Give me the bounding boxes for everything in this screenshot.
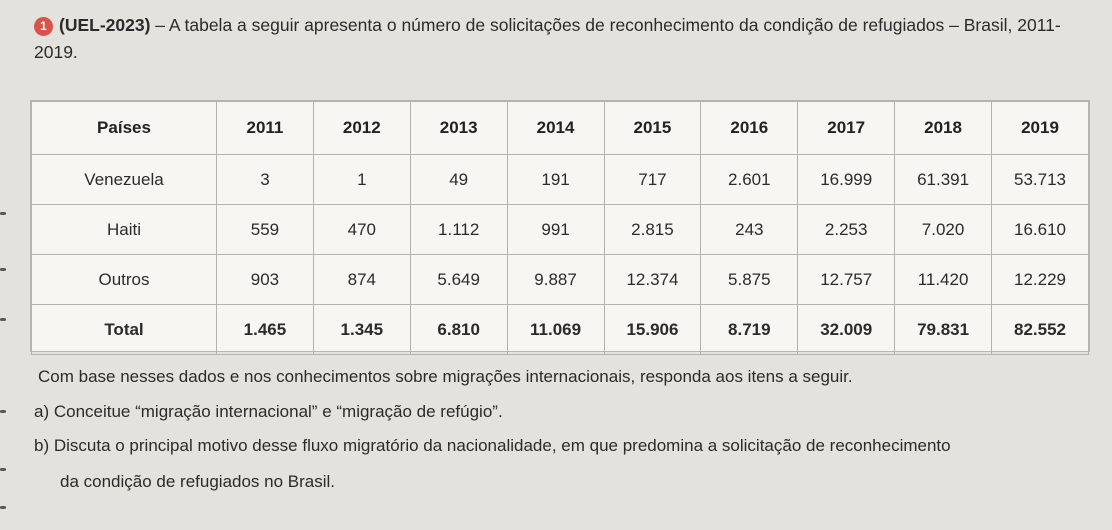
table-body: Venezuela 3 1 49 191 717 2.601 16.999 61.391 53.7… <box>31 154 1089 355</box>
value-cell: 32.009 <box>797 304 896 355</box>
value-cell: 991 <box>506 204 605 255</box>
value-cell: 6.810 <box>409 304 508 355</box>
table-row: Venezuela 3 1 49 191 717 2.601 16.999 61.391 53.7… <box>31 154 1089 205</box>
page-edge-mark <box>0 410 6 413</box>
header-cell-year: 2014 <box>506 101 605 155</box>
value-cell: 1.112 <box>409 204 508 255</box>
value-cell: 53.713 <box>991 154 1089 205</box>
value-cell: 7.020 <box>894 204 992 255</box>
value-cell: 874 <box>312 254 411 305</box>
value-cell: 2.601 <box>700 154 799 205</box>
value-cell: 5.649 <box>409 254 508 305</box>
value-cell: 16.610 <box>991 204 1089 255</box>
value-cell: 1 <box>312 154 411 205</box>
value-cell: 5.875 <box>700 254 799 305</box>
table-header-row: Países 2011 2012 2013 2014 2015 2016 2017 2018 2… <box>31 101 1089 155</box>
value-cell: 2.815 <box>603 204 702 255</box>
table-row: Haiti 559 470 1.112 991 2.815 243 2.253 7.020 16.… <box>31 204 1089 255</box>
header-cell-year: 2019 <box>991 101 1089 155</box>
value-cell: 9.887 <box>506 254 605 305</box>
value-cell: 12.374 <box>603 254 702 305</box>
table-row: Outros 903 874 5.649 9.887 12.374 5.875 12.757 1… <box>31 254 1089 305</box>
value-cell: 15.906 <box>603 304 702 355</box>
question-source: (UEL-2023) <box>59 15 151 35</box>
value-cell: 717 <box>603 154 702 205</box>
header-cell-year: 2015 <box>603 101 702 155</box>
value-cell: 1.345 <box>312 304 411 355</box>
header-cell-year: 2017 <box>797 101 896 155</box>
value-cell: 11.069 <box>506 304 605 355</box>
header-cell-year: 2011 <box>216 101 314 155</box>
question-number-badge: 1 <box>34 17 53 36</box>
question-header: 1 (UEL-2023) – A tabela a seguir apresent… <box>34 12 1094 66</box>
value-cell: 82.552 <box>991 304 1089 355</box>
page-edge-mark <box>0 506 6 509</box>
value-cell: 11.420 <box>894 254 992 305</box>
page-edge-mark <box>0 212 6 215</box>
page-edge-mark <box>0 268 6 271</box>
page-edge-mark <box>0 318 6 321</box>
item-a: a) Conceitue “migração internacional” e … <box>34 402 503 421</box>
item-b: b) Discuta o principal motivo desse flux… <box>34 434 1104 494</box>
value-cell: 12.757 <box>797 254 896 305</box>
header-cell-year: 2013 <box>409 101 508 155</box>
header-cell-countries: Países <box>31 101 217 155</box>
value-cell: 191 <box>506 154 605 205</box>
value-cell: 12.229 <box>991 254 1089 305</box>
value-cell: 903 <box>216 254 314 305</box>
header-cell-year: 2016 <box>700 101 799 155</box>
value-cell: 243 <box>700 204 799 255</box>
header-cell-year: 2018 <box>894 101 992 155</box>
value-cell: 49 <box>409 154 508 205</box>
value-cell: 61.391 <box>894 154 992 205</box>
table-row: Total 1.465 1.345 6.810 11.069 15.906 8.719 32.… <box>31 304 1089 355</box>
country-cell: Outros <box>31 254 217 305</box>
item-b-line1: b) Discuta o principal motivo desse flux… <box>34 436 951 455</box>
value-cell: 559 <box>216 204 314 255</box>
value-cell: 8.719 <box>700 304 799 355</box>
header-cell-year: 2012 <box>312 101 411 155</box>
item-b-line2: da condição de refugiados no Brasil. <box>60 472 336 491</box>
instruction-text: Com base nesses dados e nos conhecimento… <box>38 367 853 386</box>
question-text: – A tabela a seguir apresenta o número d… <box>34 15 1061 62</box>
data-table: Países 2011 2012 2013 2014 2015 2016 2017 2018 2… <box>31 101 1089 355</box>
value-cell: 470 <box>312 204 411 255</box>
value-cell: 3 <box>216 154 314 205</box>
country-cell: Haiti <box>31 204 217 255</box>
refugee-requests-table: Países 2011 2012 2013 2014 2015 2016 2017 2018 2… <box>30 100 1090 355</box>
value-cell: 2.253 <box>797 204 896 255</box>
page-edge-mark <box>0 468 6 471</box>
country-cell: Venezuela <box>31 154 217 205</box>
value-cell: 16.999 <box>797 154 896 205</box>
value-cell: 79.831 <box>894 304 992 355</box>
value-cell: 1.465 <box>216 304 314 355</box>
country-cell: Total <box>31 304 217 355</box>
